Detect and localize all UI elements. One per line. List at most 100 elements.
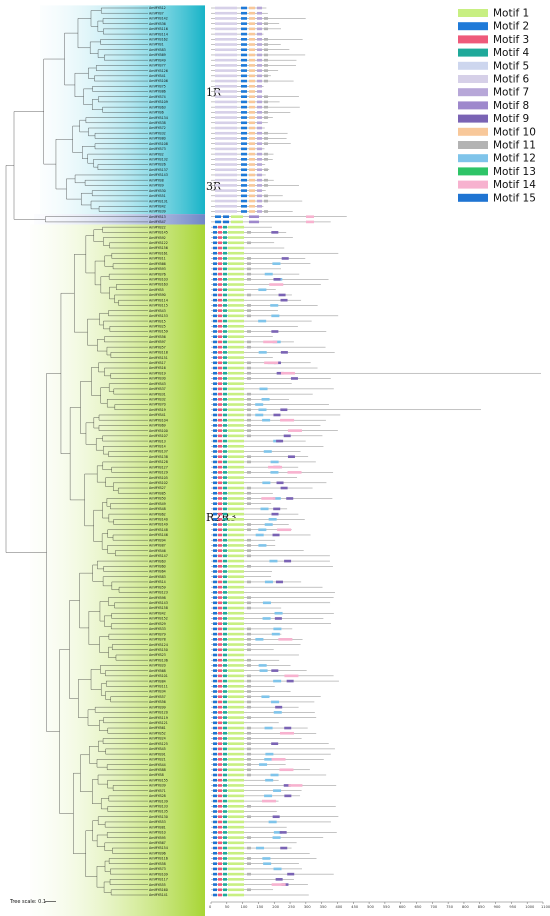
motif-3-box: [218, 304, 222, 307]
motif-3-box: [218, 664, 222, 667]
motif-15-box: [213, 288, 217, 292]
motif-12-box: [264, 272, 273, 276]
leaf-label: AmMYB13: [149, 439, 166, 443]
motif-4-box: [223, 241, 227, 245]
motif-4-box: [223, 371, 227, 375]
motif-15-box: [213, 392, 217, 396]
leaf-label: AmMYB23: [149, 653, 166, 657]
leaf-label: AmMYB14: [149, 580, 166, 584]
motif-12-box: [264, 580, 273, 584]
motif-11-box: [247, 392, 251, 396]
motif-1-box: [228, 225, 244, 229]
motif-4-box: [223, 455, 227, 459]
scale-bar-label: Tree scale: 0.1: [9, 899, 46, 905]
motif-6-box: [215, 58, 237, 62]
motif-3-box: [218, 293, 222, 297]
motif-11-box: [264, 142, 268, 145]
motif-3-box: [218, 684, 222, 688]
motif-2-box: [241, 90, 247, 93]
motif-7-box: [257, 84, 262, 88]
motif-1-box: [228, 298, 244, 302]
motif-1-box: [228, 319, 244, 323]
motif-4-box: [223, 497, 227, 500]
motif-4-box: [223, 236, 227, 239]
motif-12-box: [264, 794, 273, 798]
motif-15-box: [213, 799, 217, 803]
motif-4-box: [223, 330, 227, 333]
leaf-label: AmMYB143: [149, 173, 168, 177]
motif-1-box: [228, 841, 244, 845]
motif-15-box: [213, 653, 217, 657]
motif-10-box: [249, 199, 255, 203]
motif-12-box: [262, 617, 271, 620]
motif-15-box: [213, 575, 217, 579]
motif-15-box: [213, 601, 217, 605]
motif-12-box: [255, 403, 264, 406]
motif-15-box: [213, 450, 217, 453]
leaf-label: AmMYB52: [149, 731, 166, 735]
motif-15-box: [213, 711, 217, 714]
motif-4-box: [223, 377, 227, 380]
motif-11-box: [264, 22, 268, 25]
leaf-label: AmMYB117: [149, 878, 168, 882]
motif-4-box: [223, 366, 227, 370]
motif-15-box: [213, 893, 217, 897]
motif-15-box: [213, 356, 217, 359]
motif-6-box: [215, 158, 237, 161]
motif-4-box: [223, 705, 227, 709]
motif-15-box: [213, 643, 217, 646]
leaf-label: AmMYB93: [149, 267, 166, 271]
motif-2-box: [241, 147, 247, 151]
motif-15-box: [213, 700, 217, 704]
leaf-label: AmMYB46: [149, 549, 166, 553]
motif-4-box: [223, 298, 227, 302]
motif-6-box: [215, 17, 237, 20]
motif-7-box: [257, 194, 262, 198]
motif-1-box: [228, 872, 244, 876]
leaf-label: AmMYB151: [149, 356, 168, 360]
motif-2-box: [241, 121, 247, 125]
leaf-label: AmMYB73: [149, 147, 166, 151]
axis-tick-label: 200: [272, 905, 280, 909]
legend-swatch-motif-4: [458, 48, 488, 57]
motif-7-box: [257, 74, 262, 78]
motif-11-box: [247, 314, 251, 318]
motif-4-box: [223, 251, 227, 255]
motif-3-box: [218, 549, 222, 552]
motif-10-box: [249, 95, 255, 98]
motif-3-box: [218, 413, 222, 417]
motif-1-box: [228, 805, 244, 808]
motif-15-box: [213, 570, 217, 573]
axis-tick-label: 800: [462, 905, 470, 909]
leaf-label: AmMYB97: [149, 340, 166, 344]
motif-15-box: [213, 705, 217, 709]
motif-12-box: [268, 518, 277, 521]
motif-4-box: [223, 669, 227, 672]
motif-7-box: [257, 53, 262, 57]
motif-1-box: [228, 768, 244, 772]
motif-15-box: [213, 512, 217, 516]
motif-2-box: [241, 74, 247, 78]
motif-3-box: [218, 554, 222, 558]
motif-15-box: [213, 831, 217, 834]
motif-15-box: [213, 742, 217, 745]
motif-2-box: [241, 204, 247, 208]
motif-1-box: [228, 559, 244, 563]
motif-11-box: [247, 690, 251, 693]
motif-4-box: [223, 825, 227, 829]
motif-3-box: [218, 387, 222, 391]
motif-3-box: [218, 575, 222, 579]
leaf-label: AmMYB107: [149, 434, 168, 438]
motif-15-box: [213, 533, 217, 537]
motif-3-box: [218, 429, 222, 432]
motif-11-box: [247, 544, 251, 547]
motif-11-box: [247, 695, 251, 699]
axis-tick-label: 250: [288, 905, 296, 909]
motif-4-box: [223, 810, 227, 813]
motif-15-box: [213, 747, 217, 751]
motif-11-box: [247, 658, 251, 662]
motif-15-box: [213, 371, 217, 375]
motif-3-box: [218, 507, 222, 511]
motif-15-box: [213, 544, 217, 547]
motif-11-box: [247, 257, 251, 260]
